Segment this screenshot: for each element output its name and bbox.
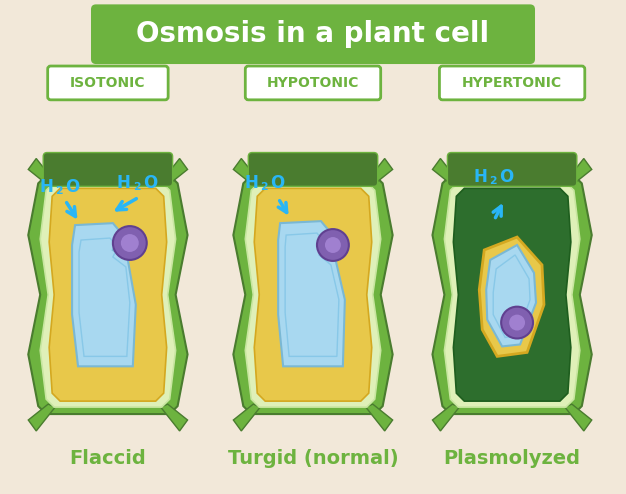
Polygon shape — [254, 188, 372, 401]
Text: O: O — [499, 168, 513, 186]
Polygon shape — [28, 404, 55, 431]
Text: H: H — [39, 178, 53, 196]
Text: 2: 2 — [55, 186, 63, 196]
Circle shape — [121, 234, 139, 252]
Circle shape — [325, 237, 341, 253]
Text: O: O — [143, 174, 157, 192]
Polygon shape — [433, 404, 459, 431]
Polygon shape — [49, 188, 167, 401]
Polygon shape — [433, 159, 459, 185]
Polygon shape — [565, 159, 592, 185]
Text: H: H — [117, 174, 131, 192]
Polygon shape — [278, 221, 345, 367]
FancyBboxPatch shape — [439, 66, 585, 100]
Polygon shape — [366, 159, 393, 185]
Text: 2: 2 — [260, 182, 268, 192]
Polygon shape — [233, 404, 260, 431]
Polygon shape — [433, 175, 592, 414]
Text: Plasmolyzed: Plasmolyzed — [444, 450, 580, 468]
FancyBboxPatch shape — [48, 66, 168, 100]
FancyBboxPatch shape — [91, 4, 535, 64]
Polygon shape — [444, 182, 580, 407]
Polygon shape — [28, 175, 188, 414]
Circle shape — [501, 307, 533, 338]
Text: 2: 2 — [489, 176, 497, 186]
Circle shape — [317, 229, 349, 261]
Polygon shape — [245, 182, 381, 407]
Text: H: H — [473, 168, 487, 186]
Text: O: O — [65, 178, 80, 196]
FancyBboxPatch shape — [249, 153, 377, 186]
Text: H: H — [244, 174, 259, 192]
Text: HYPERTONIC: HYPERTONIC — [462, 76, 562, 90]
Text: 2: 2 — [133, 182, 140, 192]
Polygon shape — [161, 159, 188, 185]
Text: Osmosis in a plant cell: Osmosis in a plant cell — [136, 20, 490, 48]
Text: HYPOTONIC: HYPOTONIC — [267, 76, 359, 90]
Polygon shape — [233, 159, 260, 185]
Polygon shape — [565, 404, 592, 431]
Circle shape — [113, 226, 146, 260]
FancyBboxPatch shape — [448, 153, 577, 186]
Polygon shape — [486, 245, 536, 346]
FancyBboxPatch shape — [43, 153, 173, 186]
Polygon shape — [480, 237, 544, 356]
Polygon shape — [233, 175, 393, 414]
Text: Flaccid: Flaccid — [69, 450, 146, 468]
Text: Turgid (normal): Turgid (normal) — [228, 450, 398, 468]
Circle shape — [509, 315, 525, 330]
Polygon shape — [161, 404, 188, 431]
Text: ISOTONIC: ISOTONIC — [70, 76, 146, 90]
Polygon shape — [453, 188, 571, 401]
FancyBboxPatch shape — [245, 66, 381, 100]
Polygon shape — [366, 404, 393, 431]
Polygon shape — [72, 223, 136, 367]
Polygon shape — [40, 182, 176, 407]
Text: O: O — [270, 174, 284, 192]
Polygon shape — [28, 159, 55, 185]
